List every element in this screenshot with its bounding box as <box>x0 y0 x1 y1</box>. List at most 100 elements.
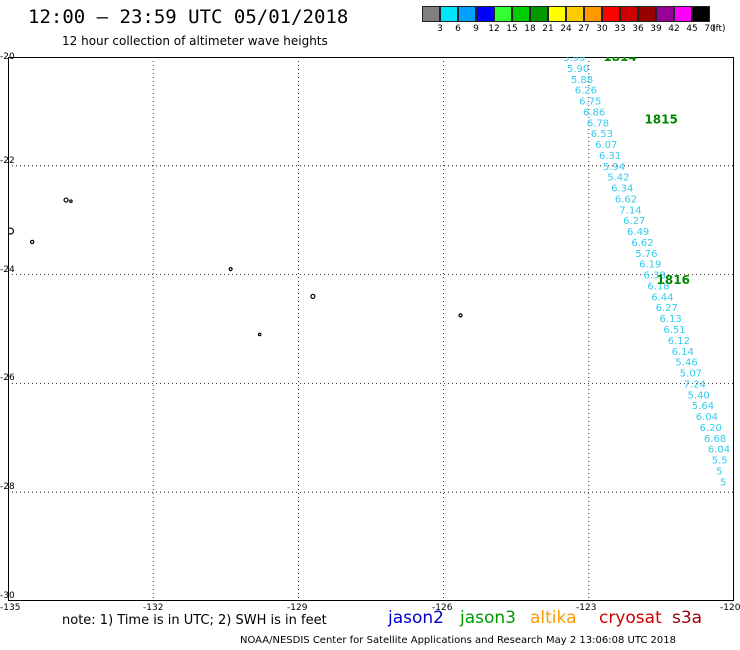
swh-value: 6.62 <box>631 238 653 249</box>
footer-note: note: 1) Time is in UTC; 2) SWH is in fe… <box>62 613 327 628</box>
legend-label: 39 <box>650 24 662 34</box>
legend-label: 9 <box>473 24 479 34</box>
satellite-name: altika <box>530 608 577 628</box>
swh-value: 7.24 <box>684 379 706 390</box>
legend-swatch <box>494 6 512 22</box>
swh-value: 6.38 <box>643 271 665 282</box>
legend-label: 27 <box>578 24 590 34</box>
legend-label: 42 <box>668 24 680 34</box>
satellite-name: s3a <box>672 608 703 628</box>
swh-value: 5.07 <box>680 369 702 380</box>
swh-value: 6.26 <box>575 86 597 97</box>
swh-value: 6.78 <box>587 118 609 129</box>
swh-value: 5.64 <box>692 401 714 412</box>
latitude-label: -22 <box>0 156 15 166</box>
longitude-label: -120 <box>720 603 740 613</box>
swh-value: 6.49 <box>627 227 649 238</box>
swh-value: 6.62 <box>615 194 637 205</box>
legend-swatch <box>566 6 584 22</box>
legend-label: 36 <box>632 24 644 34</box>
legend-swatch <box>638 6 656 22</box>
swh-value: 6.31 <box>599 151 621 162</box>
legend-swatch <box>440 6 458 22</box>
map-border <box>8 57 734 601</box>
swh-value: 6.68 <box>704 434 726 445</box>
legend-label: 15 <box>506 24 518 34</box>
swh-value: 6.19 <box>639 260 661 271</box>
swh-value: 6.04 <box>708 445 730 456</box>
swh-value: 6.75 <box>579 97 601 108</box>
legend-label: 45 <box>686 24 698 34</box>
color-legend: 3 6 9 12 15 18 21 24 27 30 33 36 39 42 45 70 <box>422 6 732 36</box>
legend-swatch <box>620 6 638 22</box>
swh-value: 6.44 <box>651 292 673 303</box>
latitude-label: -30 <box>0 591 15 601</box>
swh-value: 5.40 <box>688 390 710 401</box>
island-outline <box>310 293 316 299</box>
legend-label: 30 <box>596 24 608 34</box>
legend-swatch <box>530 6 548 22</box>
island-outline <box>458 313 463 318</box>
legend-swatch <box>584 6 602 22</box>
longitude-label: -135 <box>0 603 21 613</box>
longitude-label: -129 <box>287 603 308 613</box>
legend-unit: (ft) <box>712 24 726 34</box>
swh-value: 6.27 <box>623 216 645 227</box>
swh-value: 6.12 <box>668 336 690 347</box>
legend-label: 3 <box>437 24 443 34</box>
swh-value: 5.94 <box>603 162 625 173</box>
swh-value: 6.27 <box>656 303 678 314</box>
swh-value: 5.90 <box>567 64 589 75</box>
legend-label: 6 <box>455 24 461 34</box>
legend-swatch <box>512 6 530 22</box>
legend-label: 24 <box>560 24 572 34</box>
legend-label: 12 <box>488 24 500 34</box>
satellite-name: jason2 <box>388 608 444 628</box>
swh-value: 6.53 <box>591 129 613 140</box>
latitude-label: -20 <box>0 52 15 62</box>
swh-value: 5.42 <box>607 173 629 184</box>
legend-swatch <box>458 6 476 22</box>
swh-value: 5.46 <box>675 358 697 369</box>
legend-swatch <box>674 6 692 22</box>
map-canvas: 5.995.905.886.266.756.866.786.536.076.31… <box>8 57 734 601</box>
legend-label: 18 <box>524 24 536 34</box>
latitude-label: -26 <box>0 373 15 383</box>
satellite-name: jason3 <box>460 608 516 628</box>
swh-value: 6.18 <box>647 281 669 292</box>
swh-value: 6.07 <box>595 140 617 151</box>
longitude-label: -132 <box>143 603 164 613</box>
island-outline <box>228 267 233 272</box>
swh-value: 6.20 <box>700 423 722 434</box>
pass-number: 1814 <box>603 57 636 64</box>
island-outline <box>257 332 262 337</box>
footer-credit: NOAA/NESDIS Center for Satellite Applica… <box>240 635 676 646</box>
legend-swatch <box>692 6 710 22</box>
legend-swatch <box>656 6 674 22</box>
swh-value: 6.13 <box>659 314 681 325</box>
legend-swatch <box>548 6 566 22</box>
map-area: 5.99 5.90 5.88 6.26 6.75 6.86 6.78 6.53 6.07 6.31… <box>8 57 734 601</box>
pass-number: 1816 <box>657 273 690 287</box>
island-outline <box>63 197 69 203</box>
pass-number: 1815 <box>644 113 677 127</box>
swh-value: 6.04 <box>696 412 718 423</box>
legend-label: 21 <box>542 24 554 34</box>
latitude-label: -24 <box>0 265 15 275</box>
longitude-label: -126 <box>432 603 453 613</box>
swh-value: 7.14 <box>619 205 641 216</box>
swh-value: 5.5 <box>712 456 728 467</box>
island-outline <box>69 199 73 203</box>
legend-label: 70 <box>704 24 716 34</box>
page-subtitle: 12 hour collection of altimeter wave hei… <box>62 34 328 48</box>
island-outline <box>30 239 35 245</box>
swh-value: 5.76 <box>635 249 657 260</box>
swh-value: 6.86 <box>583 107 605 118</box>
page-title: 12:00 – 23:59 UTC 05/01/2018 <box>28 6 349 28</box>
legend-swatch <box>422 6 440 22</box>
swh-value: 5.99 <box>563 57 585 64</box>
swh-value: 6.34 <box>611 184 633 195</box>
legend-swatch <box>476 6 494 22</box>
island-outline <box>8 227 15 235</box>
longitude-label: -123 <box>576 603 597 613</box>
